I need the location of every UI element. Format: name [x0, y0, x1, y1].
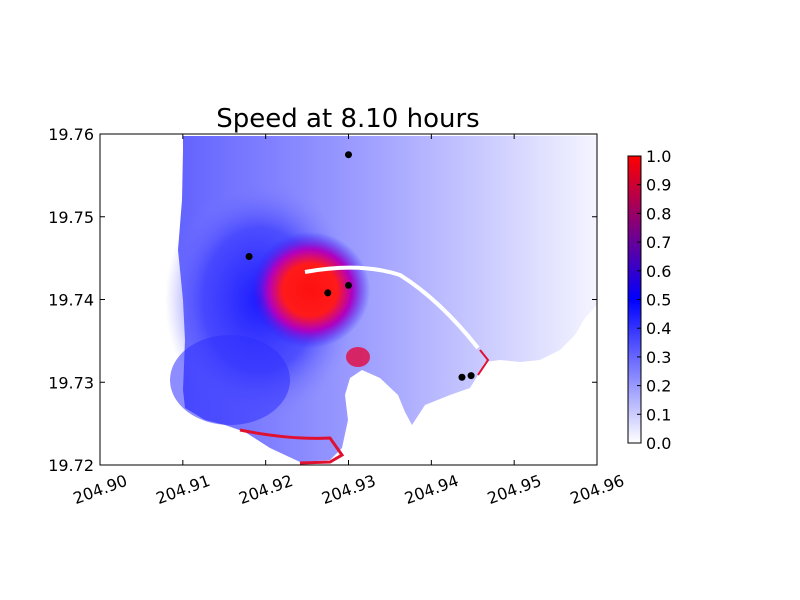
chart-title: Speed at 8.10 hours [216, 104, 479, 134]
y-tick-label: 19.72 [48, 456, 94, 475]
y-tick-label: 19.73 [48, 373, 94, 392]
colorbar-tick-label: 1.0 [646, 147, 671, 166]
y-tick-label: 19.76 [48, 125, 94, 144]
x-tick-label: 204.90 [71, 471, 130, 508]
x-tick-label: 204.93 [319, 471, 378, 508]
station-point [345, 281, 352, 289]
y-tick-label: 19.75 [48, 208, 94, 227]
speed-field [165, 136, 597, 465]
station-point [467, 372, 475, 380]
station-point [324, 289, 332, 297]
x-tick-label: 204.96 [568, 471, 627, 508]
x-tick-label: 204.94 [402, 471, 461, 508]
y-tick-label: 19.74 [48, 291, 94, 310]
x-tick-label: 204.92 [236, 471, 295, 508]
y-axis: 19.72 19.73 19.74 19.75 19.76 [48, 125, 597, 475]
colorbar-tick-label: 0.2 [646, 377, 671, 396]
colorbar-tick-label: 0.1 [646, 405, 671, 424]
x-tick-label: 204.91 [153, 471, 212, 508]
plot-area [99, 133, 598, 466]
colorbar-tick-label: 0.8 [646, 204, 671, 223]
x-tick-label: 204.95 [485, 471, 544, 508]
colorbar-tick-label: 0.7 [646, 233, 671, 252]
colorbar-tick-label: 0.6 [646, 262, 671, 281]
colorbar-tick-label: 0.4 [646, 319, 671, 338]
station-point [345, 151, 352, 159]
colorbar-tick-label: 0.9 [646, 176, 671, 195]
colorbar-ticks: 0.0 0.1 0.2 0.3 0.4 0.5 0.6 0.7 0.8 0.9 1.0 [637, 147, 671, 453]
points-layer [245, 151, 475, 381]
colorbar: 0.0 0.1 0.2 0.3 0.4 0.5 0.6 0.7 0.8 0.9 1.0 [627, 147, 671, 453]
colorbar-tick-label: 0.0 [646, 434, 671, 453]
colorbar-tick-label: 0.3 [646, 348, 671, 367]
station-point [458, 373, 466, 381]
colorbar-tick-label: 0.5 [646, 291, 671, 310]
station-point [245, 252, 253, 260]
